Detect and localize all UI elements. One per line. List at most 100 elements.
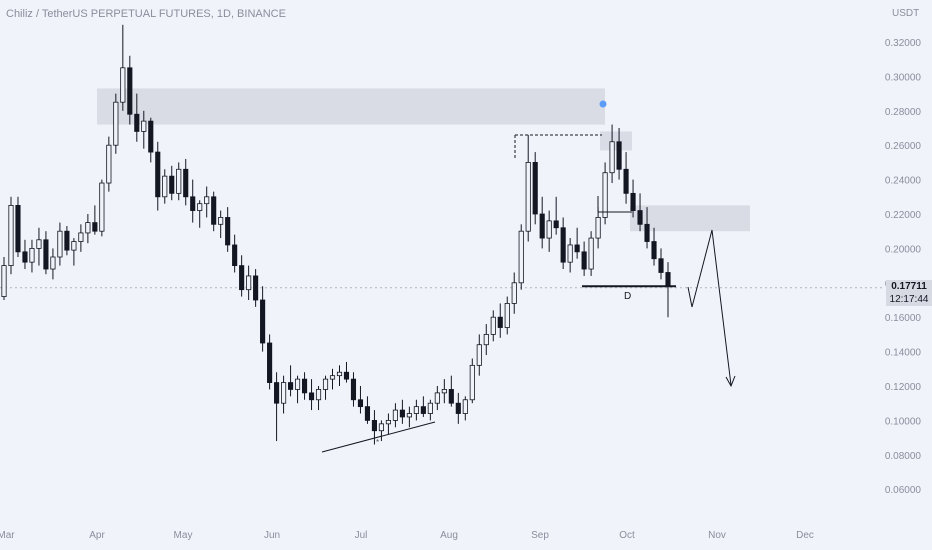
candle-body — [253, 275, 259, 301]
candle-body — [441, 389, 447, 394]
x-tick-label: Oct — [619, 530, 635, 541]
candle-body — [99, 182, 105, 232]
candle-body — [169, 175, 175, 194]
candle-body — [22, 251, 28, 263]
candle-body — [190, 196, 196, 211]
candle-body — [385, 419, 391, 425]
candle-body — [50, 256, 56, 270]
x-tick-label: Mar — [0, 530, 15, 541]
y-tick-label: 0.16000 — [885, 313, 922, 324]
y-tick-label: 0.30000 — [885, 72, 922, 83]
candle-body — [183, 168, 189, 198]
supply-zone — [630, 205, 750, 232]
candle-body — [294, 378, 301, 390]
candle-body — [288, 382, 294, 390]
x-tick-label: Nov — [708, 530, 726, 541]
candle-body — [57, 230, 63, 258]
candle-body — [413, 406, 419, 414]
candle-body — [497, 316, 503, 328]
candle-body — [85, 222, 91, 234]
candle-body — [371, 419, 378, 432]
candle-body — [511, 282, 517, 304]
candle-body — [308, 392, 315, 401]
candle-body — [155, 151, 161, 198]
y-tick-label: 0.08000 — [885, 451, 922, 462]
y-tick-label: 0.24000 — [885, 176, 922, 187]
annotation-d: D — [624, 291, 632, 302]
chart-title: Chiliz / TetherUS PERPETUAL FUTURES, 1D,… — [6, 8, 286, 20]
annotation-star: * — [376, 438, 380, 447]
supply-zone — [600, 131, 632, 151]
candle-body — [71, 241, 77, 251]
projection-path — [687, 229, 732, 386]
candle-body — [427, 402, 433, 414]
projection-arrowhead — [725, 375, 736, 388]
x-tick-label: Dec — [796, 530, 814, 541]
candle-body — [665, 272, 671, 287]
y-tick-label: 0.14000 — [885, 348, 922, 359]
candle-body — [239, 265, 245, 291]
candle-body — [525, 161, 531, 232]
x-tick-label: May — [174, 530, 193, 541]
candle-body — [343, 371, 350, 380]
candle-body — [141, 120, 147, 132]
candle-body — [218, 217, 224, 225]
candle-body — [357, 399, 364, 408]
candle-body — [546, 220, 552, 239]
y-tick-label: 0.32000 — [885, 38, 922, 49]
candle-body — [246, 275, 252, 291]
y-tick-label: 0.20000 — [885, 244, 922, 255]
candle-body — [518, 230, 524, 284]
x-tick-label: Aug — [440, 530, 458, 541]
candle-body — [644, 223, 650, 242]
y-tick-label: 0.06000 — [885, 485, 922, 496]
currency-label: USDT — [892, 8, 920, 19]
top-marker-dot — [599, 100, 607, 108]
candle-body — [64, 230, 70, 251]
candle-body — [43, 239, 49, 270]
candle-body — [148, 120, 154, 153]
candle-body — [399, 409, 405, 418]
candle-body — [504, 303, 510, 328]
candle-body — [483, 333, 489, 346]
candle-body — [15, 204, 21, 253]
candle-body — [127, 67, 133, 115]
candle-body — [658, 258, 664, 273]
candle-body — [616, 141, 622, 170]
candle-body — [36, 239, 42, 249]
candle-body — [1, 265, 7, 297]
candle-body — [204, 196, 210, 205]
candle-body — [78, 232, 84, 242]
candle-body — [336, 371, 343, 377]
candle-body — [476, 344, 482, 366]
candle-body — [602, 172, 608, 218]
y-tick-label: 0.10000 — [885, 416, 922, 427]
candle-body — [329, 375, 336, 380]
x-tick-label: Apr — [89, 530, 105, 541]
candle-body — [588, 237, 594, 270]
candle-body — [651, 241, 657, 260]
candle-body — [211, 196, 217, 225]
candle-body — [567, 244, 573, 263]
candle-body — [392, 409, 398, 421]
candle-body — [406, 413, 412, 418]
x-tick-label: Sep — [531, 530, 549, 541]
candle-body — [420, 406, 426, 414]
candle-body — [637, 210, 643, 225]
candle-body — [560, 227, 566, 263]
candle-body — [92, 222, 98, 232]
candle-body — [315, 389, 322, 401]
candle-body — [225, 217, 231, 246]
candle-body — [301, 378, 308, 394]
candle-body — [595, 217, 601, 239]
candle-countdown: 12:17:44 — [886, 293, 932, 306]
candle-body — [574, 244, 580, 253]
supply-zone — [97, 88, 605, 125]
current-price-tag: 0.17711 — [886, 280, 932, 293]
candle-body — [532, 161, 538, 215]
candle-body — [120, 67, 126, 103]
candle-body — [134, 113, 140, 132]
candle-body — [378, 423, 384, 432]
candle-body — [113, 101, 119, 146]
